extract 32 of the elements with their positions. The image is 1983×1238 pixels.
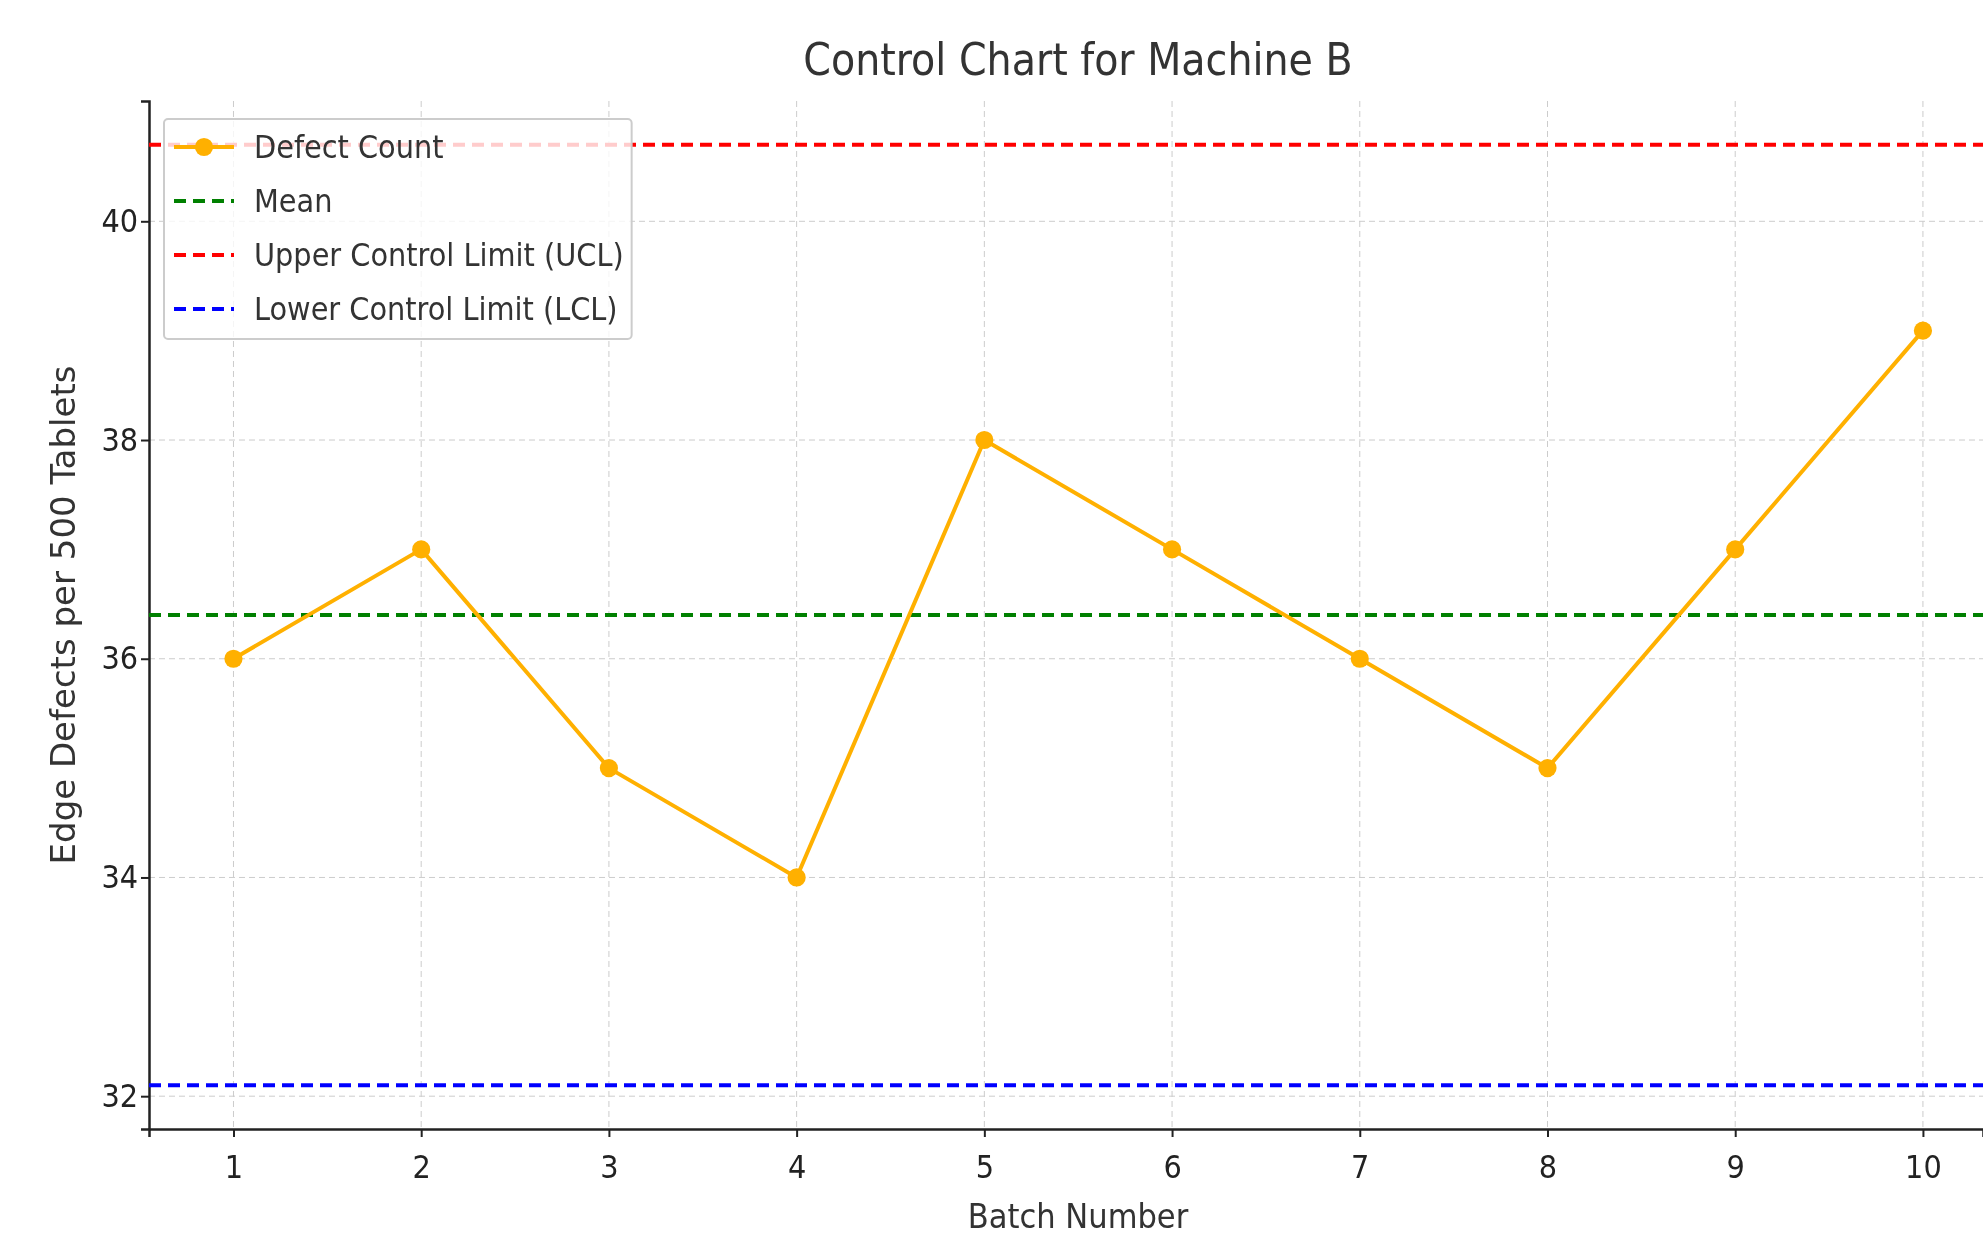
x-tick-label: 1 [224,1148,244,1187]
x-tick-label: 5 [975,1148,994,1187]
x-tick-label: 6 [1163,1148,1182,1187]
x-tick-label: 2 [412,1148,431,1187]
y-axis-title: Edge Defects per 500 Tablets [43,365,83,865]
point [1162,540,1182,559]
y-tick-label: 40 [101,202,138,241]
point [1350,649,1369,668]
point [1726,540,1745,559]
legend-label: Lower Control Limit (LCL) [254,290,618,328]
point [224,649,243,668]
x-tick-label: 3 [600,1148,619,1187]
legend-label: Defect Count [254,128,444,166]
x-tick-label: 8 [1538,1148,1558,1187]
y-tick-label: 32 [101,1076,138,1115]
point [787,868,806,887]
legend-label: Mean [254,182,333,220]
y-tick-label: 36 [101,639,138,678]
x-tick-label: 10 [1905,1148,1942,1187]
y-tick-label: 38 [101,420,138,459]
point [975,430,994,450]
x-tick-label: 4 [787,1148,807,1187]
x-tick-label: 9 [1726,1148,1745,1187]
point [412,540,431,559]
x-axis-title: Batch Number [967,1196,1189,1236]
point [599,759,618,778]
legend-label: Upper Control Limit (UCL) [254,236,624,274]
point [1538,759,1557,778]
y-tick-label: 34 [101,858,138,897]
chart-title: Control Chart for Machine B [803,34,1353,85]
point [1913,321,1933,340]
x-tick-label: 7 [1351,1148,1370,1187]
